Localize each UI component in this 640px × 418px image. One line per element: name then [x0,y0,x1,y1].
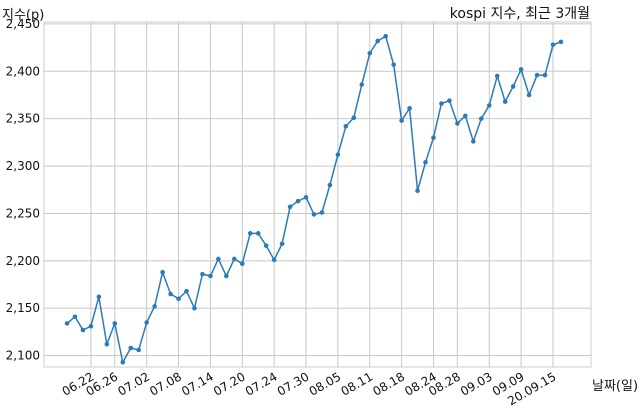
x-tick-label: 07.20 [211,369,248,398]
x-tick-label: 07.30 [275,369,312,398]
data-point [542,72,548,78]
y-tick-label: 2,150 [6,301,40,315]
data-point [263,243,269,248]
data-point [534,72,540,78]
data-point [112,321,118,326]
data-point [383,33,388,39]
data-point [423,159,428,165]
data-point [72,314,78,320]
y-tick-label: 2,400 [6,64,40,78]
data-point [136,347,141,353]
x-tick-label: 07.24 [243,369,280,398]
data-point [327,182,333,188]
data-point [486,103,492,108]
data-point [184,288,189,294]
y-axis-label: 지수(p) [2,8,44,23]
data-point [271,257,277,263]
data-point [152,304,157,309]
y-tick-label: 2,300 [6,159,40,173]
y-tick-label: 2,100 [6,349,40,363]
data-point [311,212,317,217]
chart-grid [44,22,591,367]
data-point [88,323,94,329]
data-point [144,320,149,325]
data-point [478,116,484,121]
data-point [319,210,325,215]
x-tick-label: 07.02 [115,369,152,398]
data-point [208,273,213,279]
y-axis-ticks: 2,100 2,150 2,200 2,250 2,300 2,350 2,400 2,450 [6,17,40,363]
x-axis-label: 날짜(일) [592,379,638,394]
data-point [455,121,460,126]
data-point [216,256,221,262]
y-tick-label: 2,250 [6,206,40,220]
x-tick-label: 09.03 [458,369,495,398]
data-point [176,296,181,302]
data-point [96,294,102,300]
y-tick-label: 2,350 [6,112,40,126]
data-point [224,273,229,279]
data-point [335,152,341,157]
data-point [104,341,110,347]
x-tick-label: 07.14 [179,369,216,398]
data-point [232,256,237,262]
data-point [192,305,197,311]
plot-frame [43,21,592,368]
data-point [431,135,436,140]
data-point [518,67,524,72]
data-point [447,98,452,103]
data-point [287,204,293,210]
data-point [471,139,476,144]
data-point [343,123,349,129]
x-axis-ticks: 06.2206.2607.0207.0807.1407.2007.2407.30… [60,369,559,408]
data-point [494,73,500,79]
data-point [239,261,245,266]
data-point [463,113,468,119]
y-tick-label: 2,450 [6,17,40,31]
data-point [64,321,70,326]
data-point [415,188,420,194]
data-point [295,198,301,204]
data-point [80,327,86,333]
data-point [407,105,412,111]
data-point [200,271,205,277]
x-tick-label: 08.11 [338,369,375,398]
data-point [120,359,126,365]
data-point [303,195,309,200]
data-point [168,291,173,297]
x-tick-label: 07.08 [147,369,184,398]
y-tick-label: 2,200 [6,254,40,268]
data-point [399,118,404,123]
series-line [66,35,562,364]
data-point [359,82,365,87]
x-tick-label: 08.18 [370,369,407,398]
series-layer [64,33,564,365]
data-point [279,241,285,247]
data-point [391,62,396,67]
data-point [128,345,134,351]
data-point [375,38,381,44]
data-point [550,42,556,48]
x-tick-label: 08.05 [307,369,344,398]
data-point [439,101,444,106]
data-point [502,99,508,104]
data-point [247,231,253,236]
data-point [367,50,373,56]
data-point [160,269,165,275]
data-point [351,115,357,121]
data-point [255,231,261,236]
data-point [526,92,532,98]
data-point [558,39,564,45]
chart-title: kospi 지수, 최근 3개월 [450,6,590,22]
data-point [510,84,516,89]
